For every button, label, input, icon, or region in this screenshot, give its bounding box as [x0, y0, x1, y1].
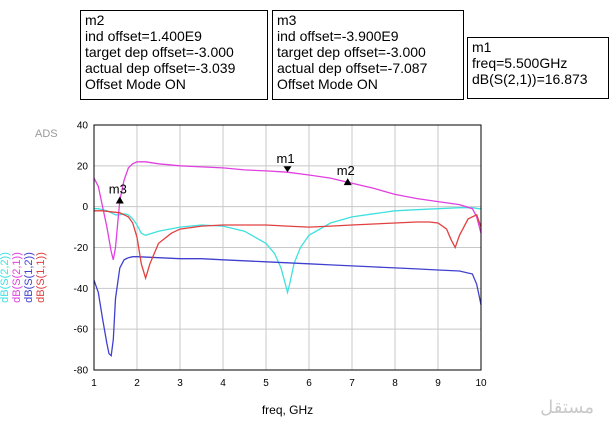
x-tick-label: 9: [435, 378, 441, 389]
m3-line-3: actual dep offset=-7.087: [277, 60, 428, 76]
marker-m3-icon: [115, 196, 124, 204]
marker-readout-m2: m2 ind offset=1.400E9 target dep offset=…: [80, 10, 268, 100]
m2-line-0: m2: [85, 12, 105, 28]
series-legend-label: dB(S(1,1)): [35, 252, 47, 303]
plot-frame: [93, 124, 482, 371]
m3-line-4: Offset Mode ON: [277, 76, 378, 92]
m2-line-4: Offset Mode ON: [85, 76, 186, 92]
m3-line-1: ind offset=-3.900E9: [277, 28, 399, 44]
y-tick-label: -20: [74, 243, 89, 254]
m2-line-3: actual dep offset=-3.039: [85, 60, 236, 76]
series-line: [93, 256, 482, 358]
marker-m1-label: m1: [277, 151, 295, 166]
series-line: [93, 161, 482, 260]
x-tick-label: 6: [306, 378, 312, 389]
m1-line-2: dB(S(2,1))=16.873: [472, 71, 588, 87]
m1-line-0: m1: [472, 39, 492, 55]
marker-m2-icon: [343, 178, 352, 186]
y-tick-label: -60: [74, 325, 89, 336]
y-tick-label: 20: [77, 161, 89, 172]
series-legend-label: dB(S(1,2)): [23, 252, 35, 303]
x-tick-label: 1: [91, 378, 97, 389]
y-tick-label: 0: [82, 202, 88, 213]
plot-markers: m1 m2 m3: [109, 151, 355, 204]
x-axis-label: freq, GHz: [262, 403, 313, 417]
marker-m1-icon: [283, 166, 292, 173]
series-legend-label: dB(S(2,1)): [11, 252, 23, 303]
marker-readout-m1: m1 freq=5.500GHz dB(S(2,1))=16.873: [467, 37, 609, 99]
x-tick-label: 8: [392, 378, 398, 389]
y-tick-label: -40: [74, 284, 89, 295]
plot-series: [93, 161, 482, 358]
watermark-text: مستقل: [540, 397, 594, 418]
marker-m3-label: m3: [109, 182, 127, 197]
series-line: [94, 207, 481, 295]
marker-readout-m3: m3 ind offset=-3.900E9 target dep offset…: [272, 10, 464, 100]
plot-axes: 1 2 3 4 5 6 7 8 9 10 40 20 0 -20 -40 -60 -80 freq, GHz dB(…: [0, 121, 487, 418]
x-tick-label: 10: [475, 378, 487, 389]
m3-line-0: m3: [277, 12, 297, 28]
y-tick-label: 40: [77, 121, 89, 132]
m1-line-1: freq=5.500GHz: [472, 55, 568, 71]
marker-m2-label: m2: [337, 163, 355, 178]
ads-logo-text: ADS: [35, 128, 58, 140]
series-legend-label: dB(S(2,2)): [0, 252, 11, 303]
m2-line-1: ind offset=1.400E9: [85, 28, 202, 44]
x-tick-label: 7: [349, 378, 355, 389]
y-tick-label: -80: [74, 366, 89, 377]
m2-line-2: target dep offset=-3.000: [85, 44, 234, 60]
x-tick-label: 5: [263, 378, 269, 389]
m3-line-2: target dep offset=-3.000: [277, 44, 426, 60]
x-tick-label: 4: [220, 378, 226, 389]
series-line: [94, 210, 482, 281]
x-tick-label: 2: [134, 378, 140, 389]
x-tick-label: 3: [177, 378, 183, 389]
